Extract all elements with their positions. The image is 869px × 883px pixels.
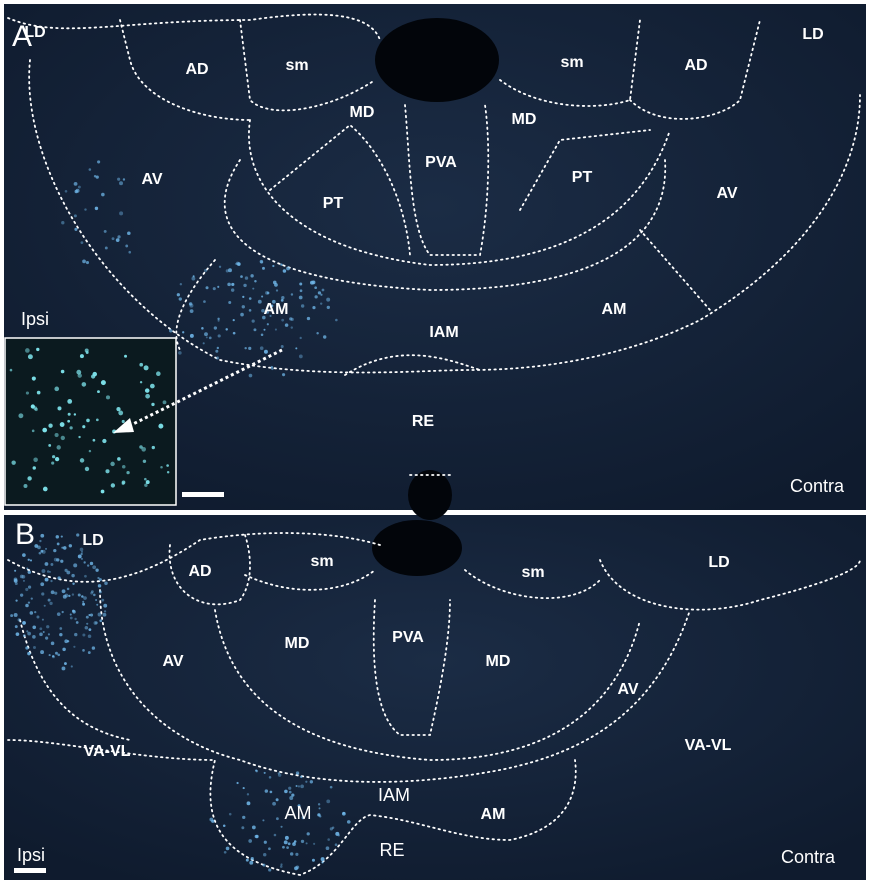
labelled-cells (10, 160, 351, 872)
region-label: LD (24, 24, 45, 41)
region-label: MD (486, 653, 511, 670)
region-label: Ipsi (17, 845, 45, 865)
panel-letter: A (12, 20, 32, 53)
region-label: AD (185, 61, 208, 78)
region-label: PVA (392, 629, 424, 646)
region-label: AV (141, 171, 162, 188)
region-label: PT (572, 169, 593, 186)
region-label: AV (617, 681, 638, 698)
region-label: Contra (781, 847, 836, 867)
region-label: sm (285, 57, 308, 74)
outlines-b (7, 532, 861, 876)
region-label: LD (708, 554, 729, 571)
region-label: sm (560, 54, 583, 71)
region-label: PT (323, 195, 344, 212)
region-label: sm (310, 553, 333, 570)
region-label: LD (802, 26, 823, 43)
inset (4, 337, 177, 506)
region-label: Contra (790, 476, 845, 496)
region-label: AM (264, 301, 289, 318)
region-label: AM (481, 806, 506, 823)
region-label: IAM (429, 324, 458, 341)
panel-b-image (4, 515, 866, 880)
region-label: MD (285, 635, 310, 652)
region-label: IAM (378, 785, 410, 805)
region-label: AM (602, 301, 627, 318)
region-label: AD (188, 563, 211, 580)
region-label: LD (82, 532, 103, 549)
region-label: MD (512, 111, 537, 128)
region-label: MD (350, 104, 375, 121)
arrow (124, 348, 283, 430)
inset-cells (9, 347, 170, 494)
region-label: AV (162, 653, 183, 670)
ventricle (372, 520, 462, 576)
region-label: Ipsi (21, 309, 49, 329)
outlines-a (7, 13, 861, 476)
region-label: RE (379, 840, 404, 860)
scale-bar (182, 492, 224, 497)
region-label: VA-VL (685, 737, 732, 754)
region-label: RE (412, 413, 435, 430)
region-label: sm (521, 564, 544, 581)
region-label: AV (716, 185, 737, 202)
ventricle (375, 18, 499, 102)
region-label: PVA (425, 154, 457, 171)
scale-bar (14, 868, 46, 873)
region-label: AM (285, 803, 312, 823)
panel-letter: B (15, 518, 35, 551)
region-label: AD (684, 57, 707, 74)
ventricle (408, 470, 452, 520)
arrowhead (113, 418, 134, 433)
region-label: VA-VL (84, 743, 131, 760)
